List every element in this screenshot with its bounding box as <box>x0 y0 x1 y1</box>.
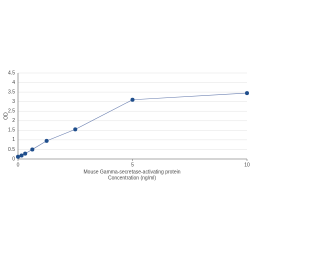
y-tick-label: 1 <box>12 137 15 143</box>
y-tick-label: 3.5 <box>8 89 15 95</box>
y-tick-label: 1.5 <box>8 128 15 134</box>
x-tick-label: 0 <box>17 162 20 168</box>
y-tick-label: 4 <box>12 80 15 86</box>
y-tick-label: 2.5 <box>8 109 15 115</box>
y-tick-label: 0 <box>12 156 15 162</box>
point <box>16 154 20 159</box>
point <box>19 153 24 158</box>
point <box>73 127 78 132</box>
point <box>130 97 135 102</box>
y-tick-label: 4.5 <box>8 70 15 76</box>
curve <box>17 92 248 157</box>
x-axis-label: Concentration (ng/ml) <box>108 175 156 181</box>
point <box>23 151 28 156</box>
y-tick-label: 3 <box>12 99 15 105</box>
x-tick-label: 10 <box>244 162 250 168</box>
y-tick-label: 0.5 <box>8 147 15 153</box>
x-tick-label: 5 <box>131 162 134 168</box>
point <box>245 91 249 96</box>
y-axis-label: OD <box>3 112 9 120</box>
x-axis-label: Mouse Gamma-secretase-activating protein <box>84 169 181 175</box>
point <box>30 147 35 152</box>
point <box>44 138 49 143</box>
chart: OD Mouse Gamma-secretase-activating prot… <box>3 70 250 181</box>
y-tick-label: 2 <box>12 118 15 124</box>
